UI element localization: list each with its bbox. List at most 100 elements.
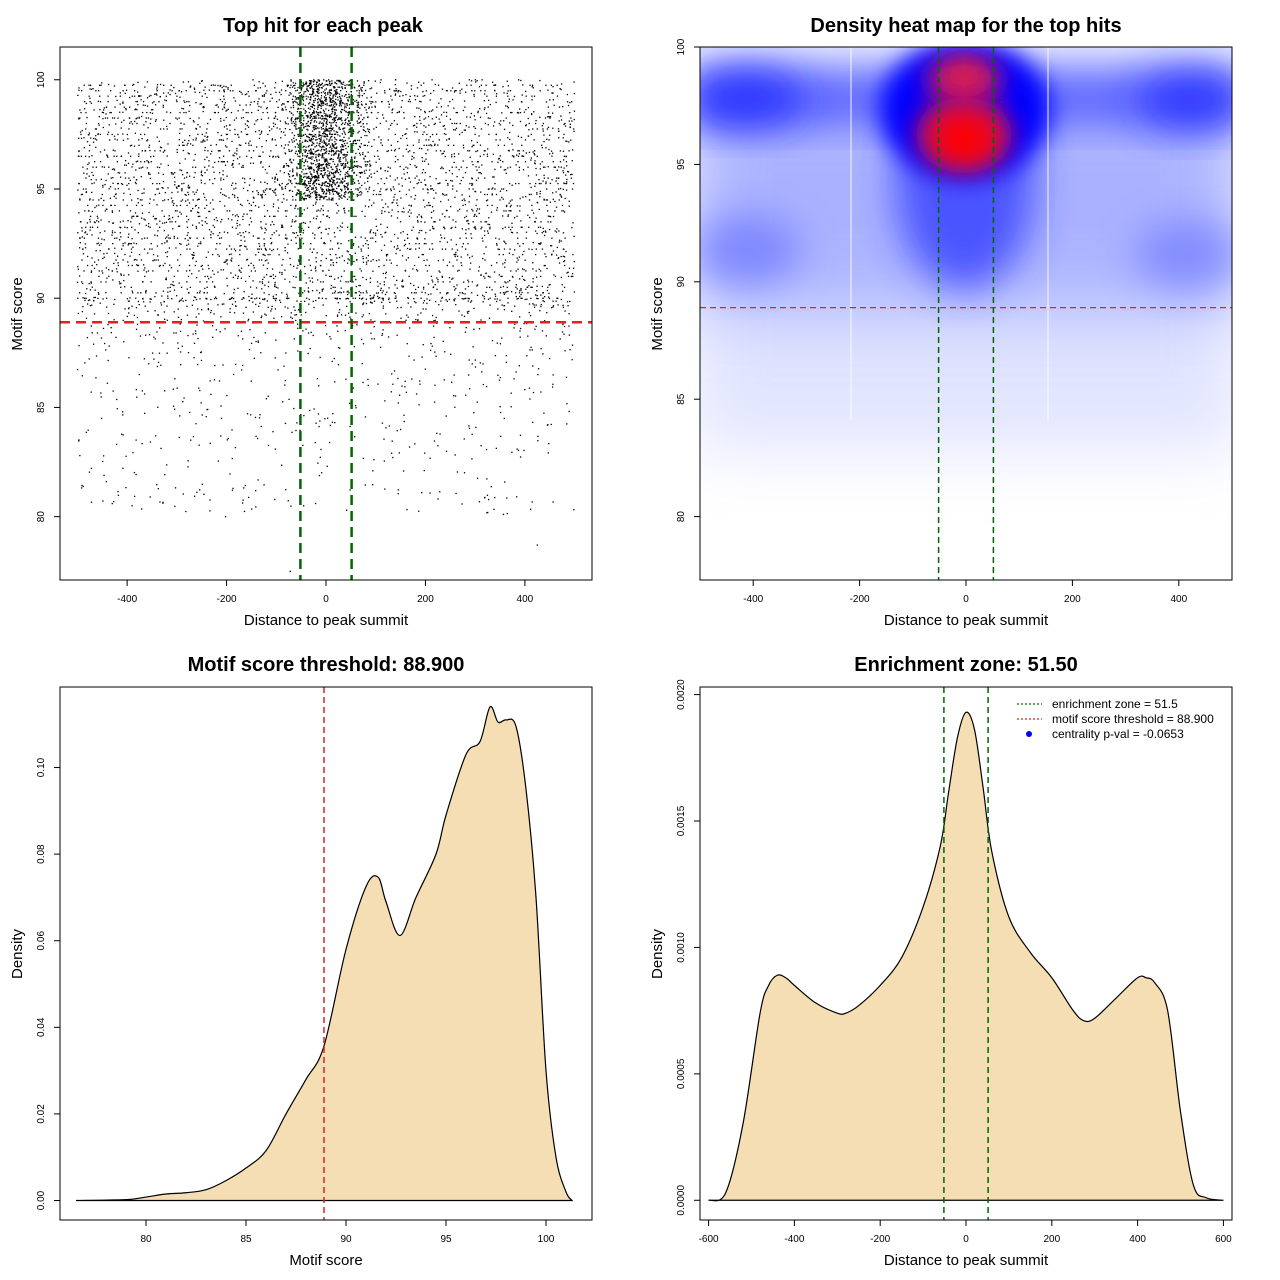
scatter-point (471, 182, 473, 185)
scatter-point (468, 201, 470, 203)
scatter-point (483, 253, 485, 255)
scatter-point (404, 133, 406, 135)
scatter-point (363, 144, 365, 146)
scatter-point (323, 190, 325, 193)
scatter-point (468, 195, 471, 197)
scatter-point (471, 255, 473, 257)
scatter-point (318, 127, 320, 129)
scatter-point (340, 194, 343, 196)
scatter-point (134, 229, 136, 231)
scatter-point (384, 293, 387, 296)
scatter-point (281, 273, 283, 275)
scatter-point (343, 291, 345, 293)
scatter-point (260, 181, 262, 183)
scatter-point (137, 232, 140, 234)
scatter-point (316, 193, 318, 196)
scatter-point (89, 88, 91, 90)
scatter-point (334, 113, 336, 116)
scatter-point (249, 217, 252, 219)
scatter-point (320, 195, 322, 197)
scatter-point (451, 180, 453, 182)
scatter-point (353, 260, 355, 263)
scatter-point (310, 80, 313, 82)
scatter-point (176, 237, 179, 239)
scatter-point (177, 225, 180, 227)
scatter-point (309, 168, 312, 170)
scatter-point (113, 117, 116, 119)
scatter-point (328, 114, 330, 116)
scatter-point (102, 257, 104, 260)
scatter-point (148, 161, 150, 164)
scatter-point (324, 89, 326, 91)
scatter-point (238, 264, 240, 267)
scatter-point (367, 260, 369, 262)
scatter-point (318, 83, 320, 85)
scatter-point (298, 92, 300, 94)
scatter-point (489, 228, 491, 230)
scatter-point (233, 248, 236, 250)
scatter-point (323, 197, 325, 199)
scatter-point (476, 208, 479, 210)
scatter-point (469, 156, 471, 158)
scatter-point (549, 244, 552, 247)
scatter-point (442, 281, 444, 283)
scatter-point (266, 172, 268, 174)
scatter-point (231, 193, 234, 196)
scatter-point (446, 292, 448, 294)
scatter-point (305, 146, 307, 148)
scatter-point (356, 111, 358, 113)
scatter-point (548, 139, 550, 141)
scatter-point (561, 284, 563, 286)
scatter-point (187, 219, 190, 221)
scatter-point (342, 148, 345, 151)
scatter-point (416, 126, 418, 128)
scatter-point (353, 172, 355, 174)
scatter-point (127, 244, 129, 246)
scatter-point (322, 125, 324, 127)
scatter-point (508, 182, 511, 185)
scatter-point (129, 193, 131, 196)
scatter-point (159, 226, 161, 228)
scatter-point (127, 219, 129, 222)
scatter-point (365, 261, 368, 263)
scatter-point (136, 264, 139, 267)
scatter-point (546, 210, 549, 212)
scatter-point (476, 294, 479, 296)
scatter-point (308, 137, 310, 139)
scatter-point (102, 186, 104, 188)
scatter-point (355, 278, 357, 281)
scatter-point (303, 209, 305, 211)
scatter-point (521, 226, 523, 228)
scatter-point (362, 292, 364, 294)
scatter-point (115, 95, 117, 98)
scatter-point (298, 260, 300, 262)
scatter-point (370, 229, 372, 231)
scatter-point (370, 173, 372, 175)
scatter-point (126, 204, 128, 207)
scatter-point (395, 88, 397, 90)
scatter-point (152, 108, 154, 111)
scatter-point (288, 94, 290, 96)
scatter-point (103, 239, 105, 241)
scatter-point (87, 204, 89, 207)
scatter-point (452, 277, 454, 279)
scatter-point (186, 204, 188, 207)
scatter-point (346, 198, 349, 200)
scatter-point (207, 251, 209, 253)
scatter-point (107, 101, 109, 103)
scatter-point (286, 293, 288, 295)
scatter-point (536, 285, 538, 287)
scatter-point (322, 176, 324, 179)
scatter-point (564, 125, 567, 127)
scatter-point (340, 150, 342, 152)
scatter-point (442, 259, 444, 261)
scatter-point (396, 123, 398, 125)
scatter-point (453, 155, 456, 158)
scatter-point (295, 220, 297, 222)
scatter-point (563, 167, 565, 169)
scatter-point (280, 137, 282, 139)
scatter-point (303, 290, 306, 292)
scatter-point (254, 205, 257, 207)
scatter-point (516, 215, 518, 217)
scatter-point (90, 270, 93, 272)
